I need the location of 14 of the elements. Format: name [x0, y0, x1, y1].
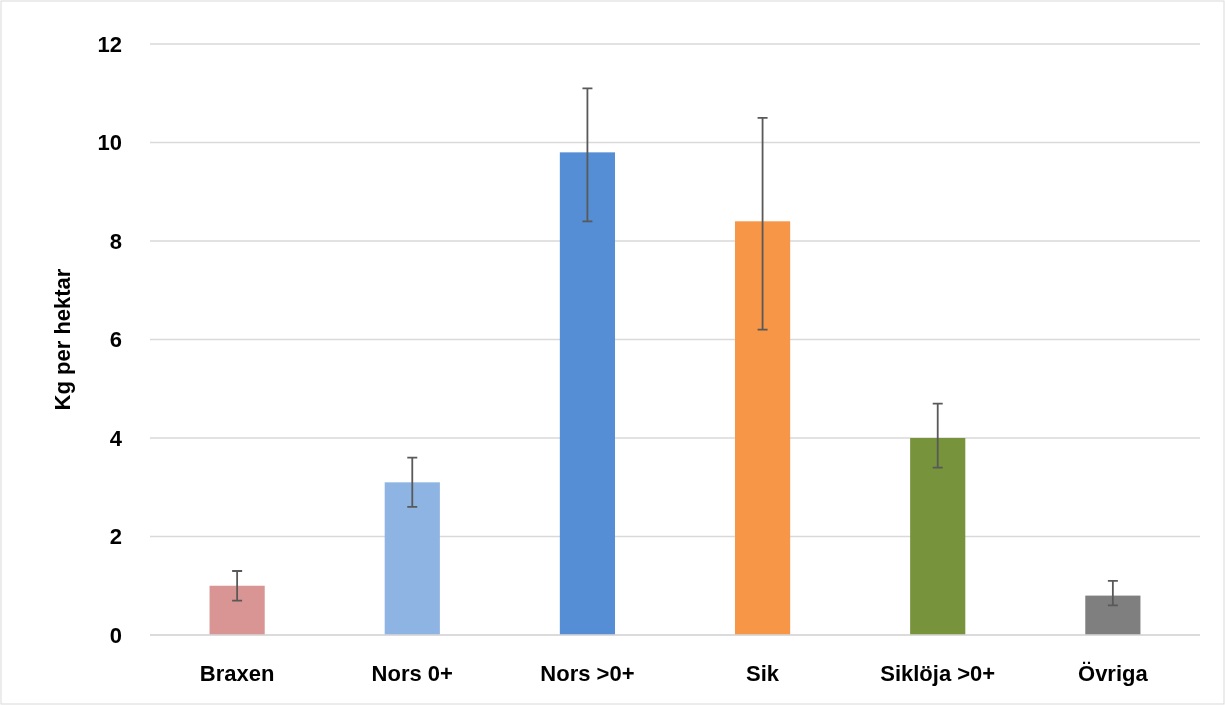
x-tick-label: Övriga: [1078, 660, 1149, 686]
y-axis-title: Kg per hektar: [50, 268, 75, 411]
y-tick-label: 10: [97, 130, 122, 156]
y-tick-label: 8: [109, 228, 122, 254]
x-tick-label: Braxen: [199, 660, 275, 686]
y-tick-label: 6: [109, 327, 122, 353]
x-tick-label: Sik: [746, 660, 780, 686]
y-tick-label: 0: [109, 622, 122, 648]
x-tick-label: Nors >0+: [540, 660, 635, 686]
y-tick-label: 4: [109, 425, 123, 451]
x-tick-label: Siklöja >0+: [880, 660, 996, 686]
y-tick-label: 2: [109, 524, 122, 550]
y-tick-label: 12: [97, 31, 122, 57]
x-tick-label: Nors 0+: [371, 660, 453, 686]
